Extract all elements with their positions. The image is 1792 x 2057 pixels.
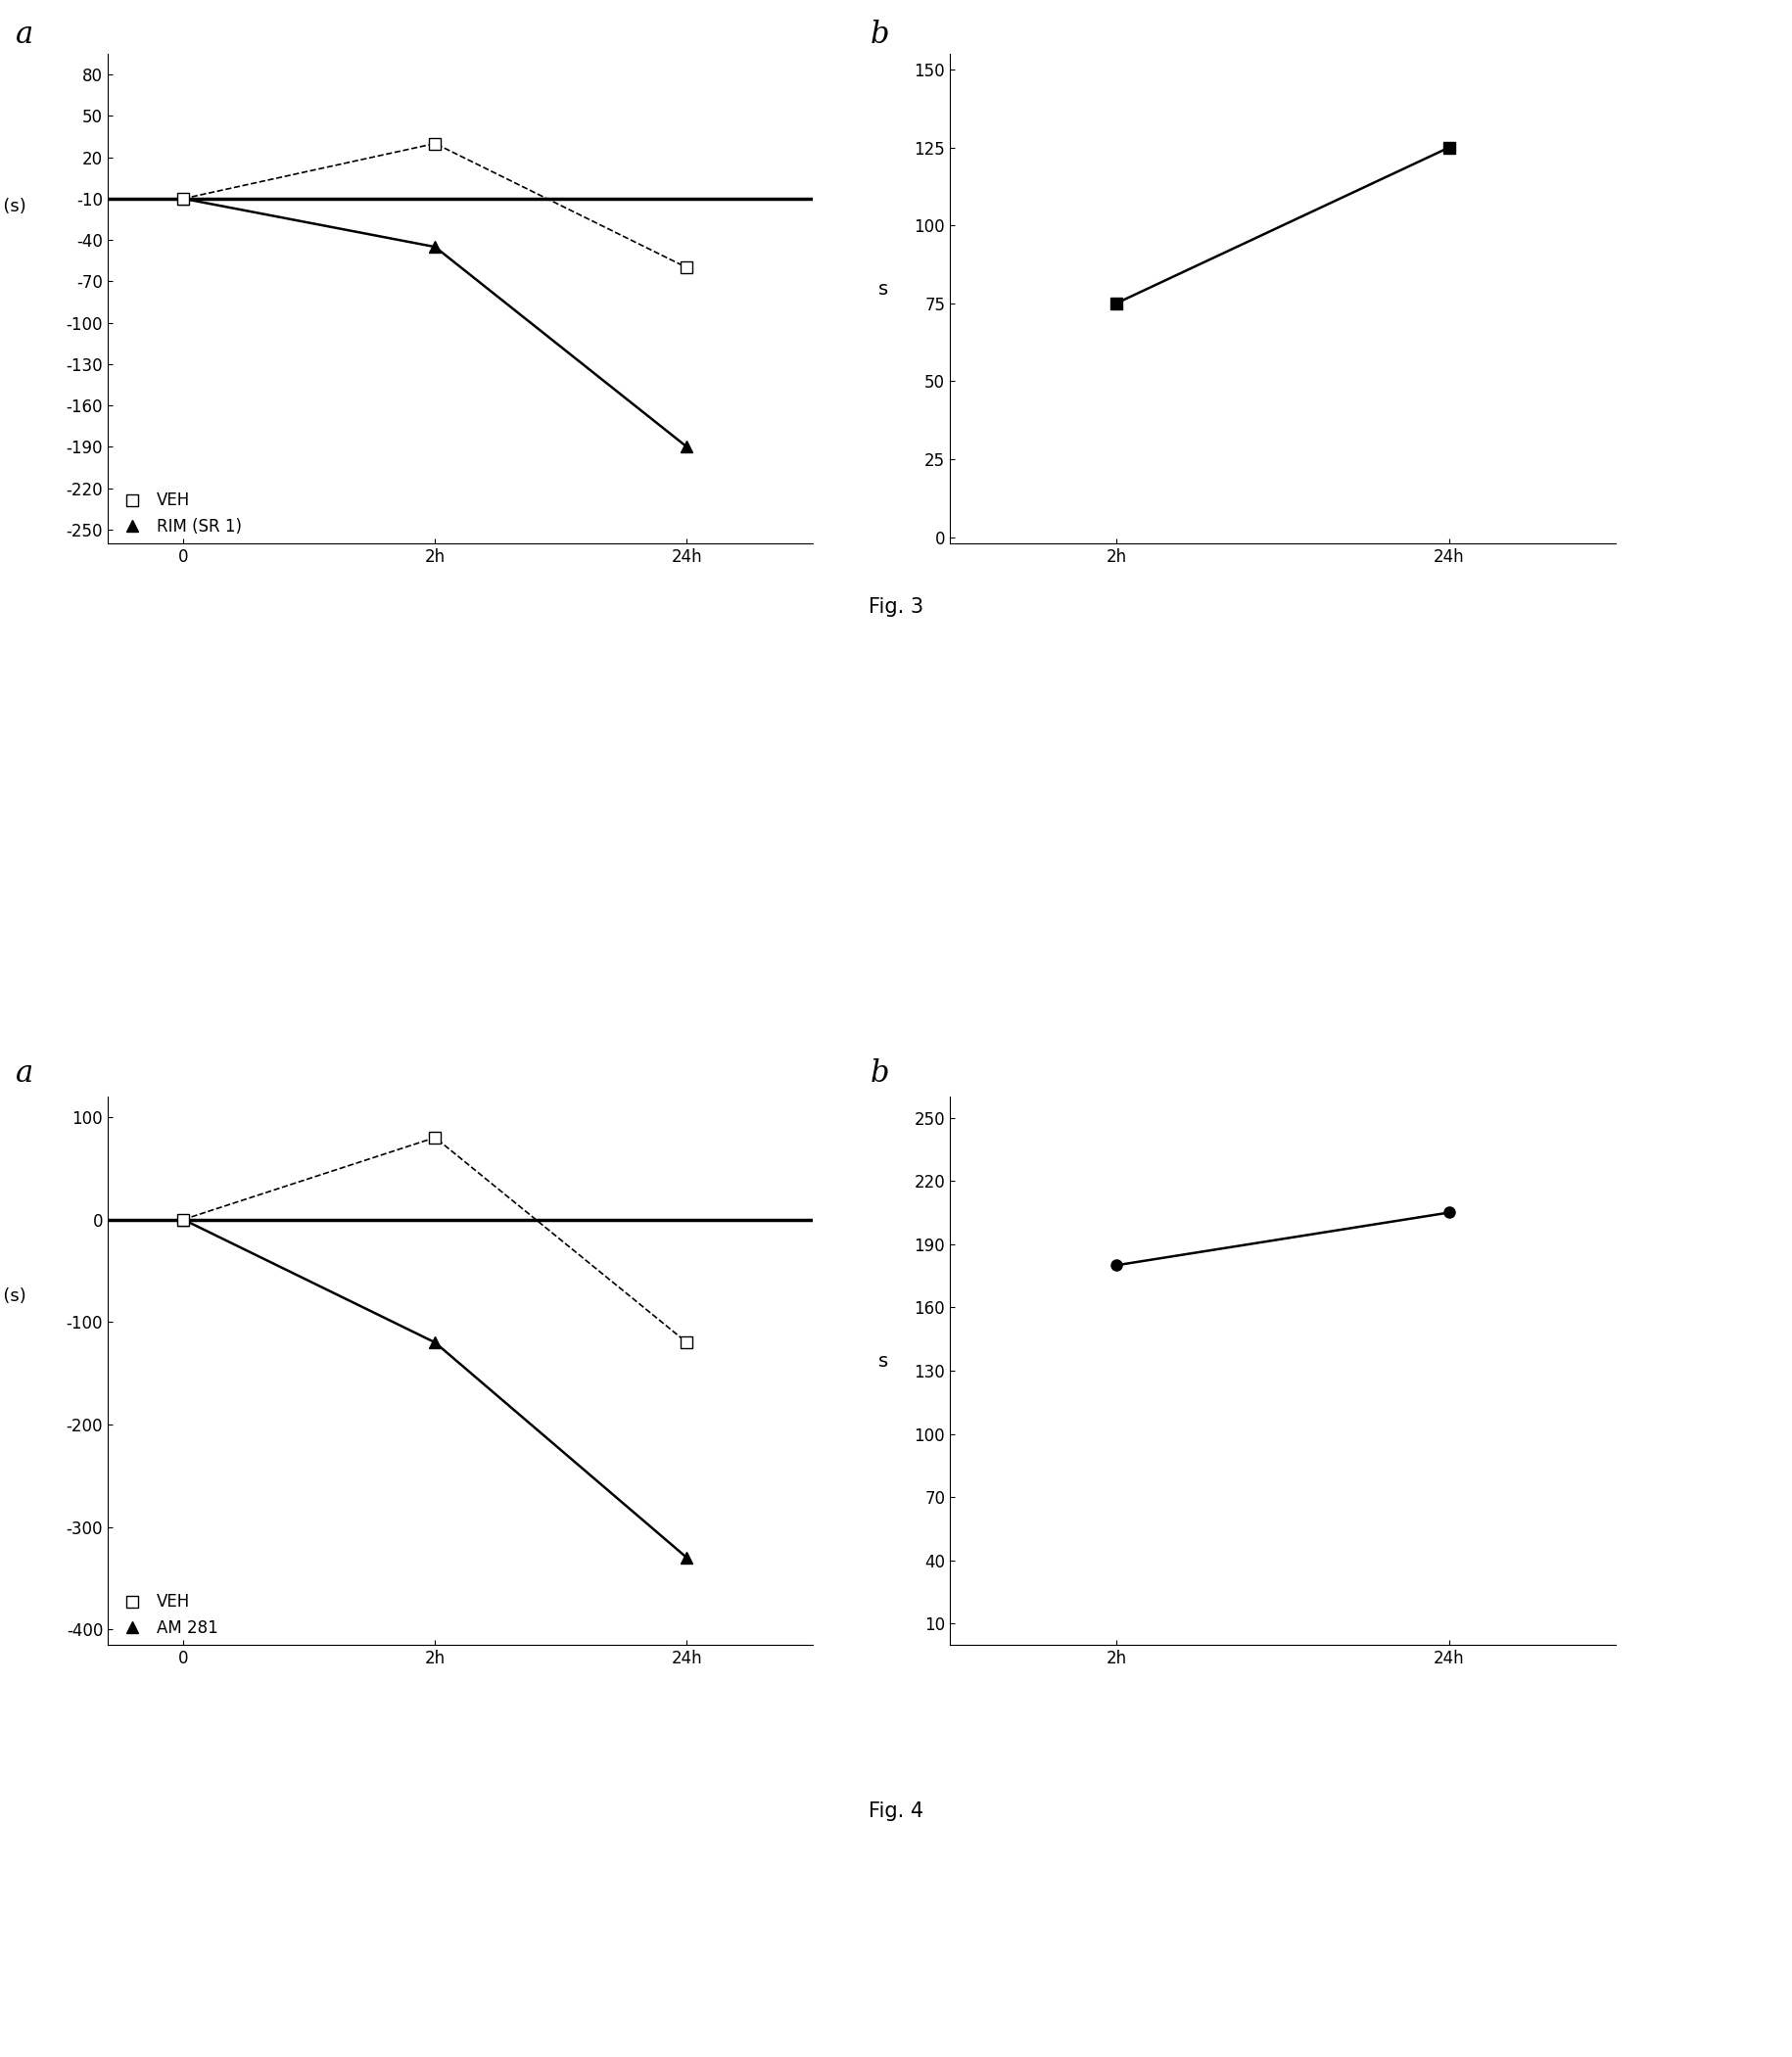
Text: a: a xyxy=(16,1057,34,1088)
Text: Fig. 4: Fig. 4 xyxy=(869,1802,923,1820)
Y-axis label: Δlat (s): Δlat (s) xyxy=(0,197,27,216)
Text: Fig. 3: Fig. 3 xyxy=(869,597,923,617)
Text: b: b xyxy=(869,21,889,49)
Y-axis label: Δlat (s): Δlat (s) xyxy=(0,1288,27,1304)
Text: a: a xyxy=(16,21,34,49)
Y-axis label: s: s xyxy=(878,280,887,298)
Text: b: b xyxy=(869,1057,889,1088)
Legend: VEH, RIM (SR 1): VEH, RIM (SR 1) xyxy=(116,492,242,535)
Y-axis label: s: s xyxy=(878,1351,887,1370)
Legend: VEH, AM 281: VEH, AM 281 xyxy=(116,1594,219,1637)
